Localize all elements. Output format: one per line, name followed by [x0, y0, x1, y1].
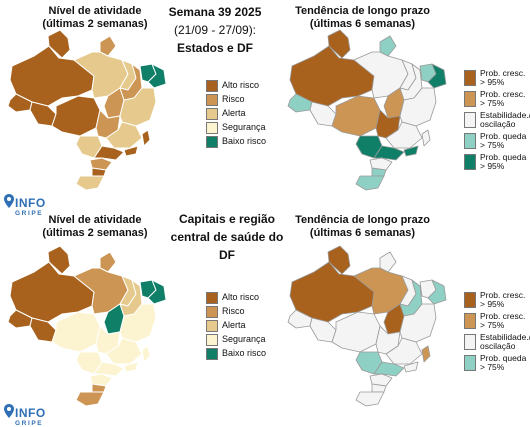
week-header: Semana 39 2025 (21/09 - 27/09): Estados …	[168, 5, 262, 55]
state-ba	[119, 87, 157, 127]
state-pr	[369, 157, 393, 171]
region-ba	[399, 303, 437, 343]
state-es	[141, 129, 151, 147]
region-ro	[29, 317, 57, 343]
region-sp	[373, 361, 405, 377]
region-go	[375, 325, 401, 355]
region-es	[141, 345, 151, 363]
region-go	[95, 325, 121, 355]
region-rj	[123, 361, 139, 373]
swatch-estabilidade	[464, 112, 476, 128]
swatch-alerta	[206, 320, 218, 332]
swatch-prob-cresc-75	[464, 91, 476, 107]
swatch-seguranca	[206, 122, 218, 134]
swatch-alto-risco	[206, 292, 218, 304]
region-ba	[119, 303, 157, 343]
region-pr	[89, 373, 113, 387]
bottom-left-map-title: Nível de atividade (últimas 2 semanas)	[42, 214, 148, 239]
region-ap	[379, 251, 397, 273]
region-rs	[75, 391, 105, 407]
region-sp	[93, 361, 125, 377]
region-mg	[105, 337, 143, 365]
map-states-trend	[287, 29, 447, 191]
region-rj	[403, 361, 419, 373]
state-mt	[331, 95, 381, 137]
state-ap	[99, 35, 117, 57]
swatch-alto-risco	[206, 80, 218, 92]
region-mt	[51, 311, 101, 353]
state-rs	[355, 175, 385, 191]
swatch-estabilidade	[464, 334, 476, 350]
state-mg	[385, 121, 423, 149]
swatch-baixo-risco	[206, 136, 218, 148]
swatch-prob-cresc-95	[464, 292, 476, 308]
state-sp	[93, 145, 125, 161]
state-ap	[379, 35, 397, 57]
state-mg	[105, 121, 143, 149]
map-states-activity	[7, 29, 167, 191]
swatch-baixo-risco	[206, 348, 218, 360]
state-es	[421, 129, 431, 147]
swatch-prob-queda-75	[464, 355, 476, 371]
state-sc	[91, 167, 107, 177]
swatch-seguranca	[206, 334, 218, 346]
swatch-alerta	[206, 108, 218, 120]
swatch-prob-cresc-95	[464, 70, 476, 86]
state-rs	[75, 175, 105, 191]
state-rr	[47, 29, 71, 59]
region-pr	[369, 373, 393, 387]
region-ap	[99, 251, 117, 273]
state-go	[375, 109, 401, 139]
swatch-prob-queda-95	[464, 154, 476, 170]
swatch-risco	[206, 94, 218, 106]
state-rr	[327, 29, 351, 59]
region-rr	[327, 245, 351, 275]
top-left-map-title: Nível de atividade (últimas 2 semanas)	[42, 5, 148, 30]
map-capitals-trend	[287, 245, 447, 407]
state-sp	[373, 145, 405, 161]
swatch-prob-cresc-75	[464, 313, 476, 329]
map-capitals-activity	[7, 245, 167, 407]
state-ro	[29, 101, 57, 127]
region-es	[421, 345, 431, 363]
capitals-header: Capitais e região central de saúde do DF	[170, 212, 284, 262]
state-rj	[403, 145, 419, 157]
region-sc	[91, 383, 107, 393]
region-mt	[331, 311, 381, 353]
top-right-map-title: Tendência de longo prazo (últimas 6 sema…	[295, 5, 430, 30]
swatch-prob-queda-75	[464, 133, 476, 149]
state-pr	[89, 157, 113, 171]
region-rr	[47, 245, 71, 275]
state-ro	[309, 101, 337, 127]
region-rs	[355, 391, 385, 407]
region-ro	[309, 317, 337, 343]
state-rj	[123, 145, 139, 157]
infogripe-logo-top: INFO GRIPE	[4, 194, 46, 217]
bottom-right-map-title: Tendência de longo prazo (últimas 6 sema…	[295, 214, 430, 239]
pin-icon	[4, 404, 14, 418]
state-ba	[399, 87, 437, 127]
state-go	[95, 109, 121, 139]
pin-icon	[4, 194, 14, 208]
state-mt	[51, 95, 101, 137]
swatch-risco	[206, 306, 218, 318]
region-mg	[385, 337, 423, 365]
